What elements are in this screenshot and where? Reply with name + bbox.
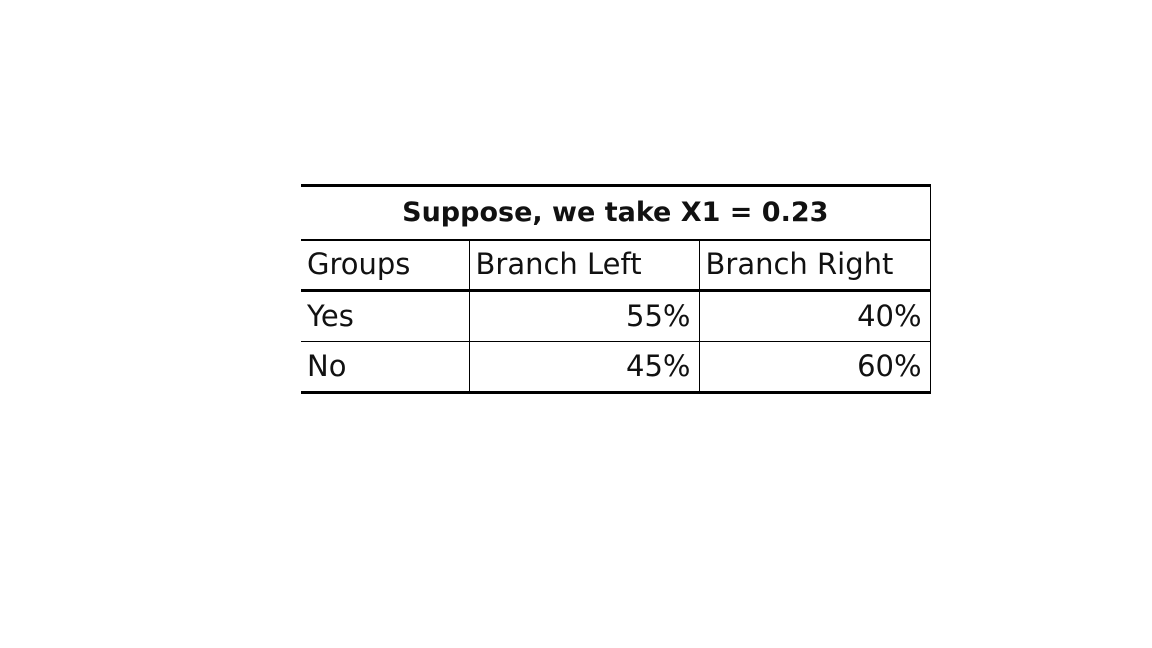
table-header-row: Groups Branch Left Branch Right: [301, 239, 931, 292]
cell-branch-left: 55%: [468, 290, 700, 342]
header-groups: Groups: [301, 239, 470, 292]
table-title-row: Suppose, we take X1 = 0.23: [301, 184, 931, 241]
row-label: Yes: [301, 290, 470, 342]
row-label: No: [301, 341, 470, 394]
table-title: Suppose, we take X1 = 0.23: [301, 184, 931, 241]
table-row: Yes 55% 40%: [301, 290, 931, 342]
cell-branch-right: 40%: [698, 290, 931, 342]
header-branch-right: Branch Right: [698, 239, 931, 292]
table-row: No 45% 60%: [301, 341, 931, 394]
cell-branch-left: 45%: [468, 341, 700, 394]
header-branch-left: Branch Left: [468, 239, 700, 292]
cell-branch-right: 60%: [698, 341, 931, 394]
probability-table: Suppose, we take X1 = 0.23 Groups Branch…: [301, 184, 931, 394]
